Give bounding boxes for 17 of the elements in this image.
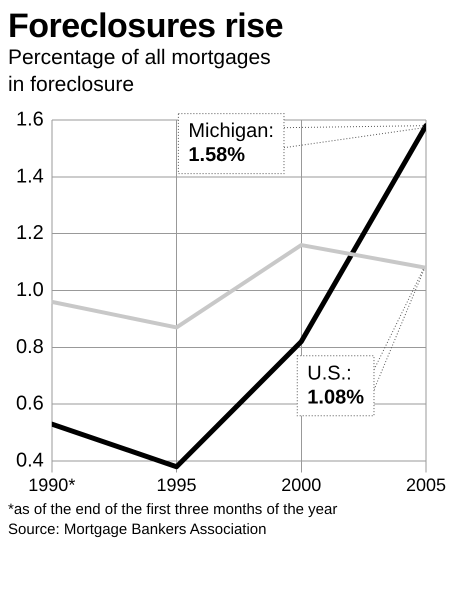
y-tick-label: 1.0 bbox=[16, 279, 44, 302]
y-tick-label: 1.4 bbox=[16, 165, 44, 188]
y-tick-label: 1.2 bbox=[16, 222, 44, 244]
y-tick-label: 1.6 bbox=[16, 108, 44, 131]
chart-subtitle: Percentage of all mortgages in foreclosure bbox=[8, 45, 272, 98]
x-tick-label: 2005 bbox=[406, 475, 446, 496]
source-note: Source: Mortgage Bankers Association bbox=[8, 520, 268, 540]
y-tick-label: 0.6 bbox=[16, 392, 44, 415]
y-tick-label: 0.4 bbox=[16, 450, 44, 472]
x-tick-label: 1990* bbox=[28, 475, 76, 496]
annotation: U.S.: 1.08% bbox=[307, 362, 364, 408]
text: *as of the end of the first three months of the year bbox=[8, 500, 338, 520]
y-tick-label: 0.8 bbox=[16, 336, 44, 358]
annotation: Michigan: 1.58% bbox=[188, 120, 274, 166]
x-tick-label: 2000 bbox=[281, 475, 322, 496]
x-tick-label: 1995 bbox=[156, 475, 197, 496]
chart-title: Foreclosures rise bbox=[8, 7, 284, 45]
